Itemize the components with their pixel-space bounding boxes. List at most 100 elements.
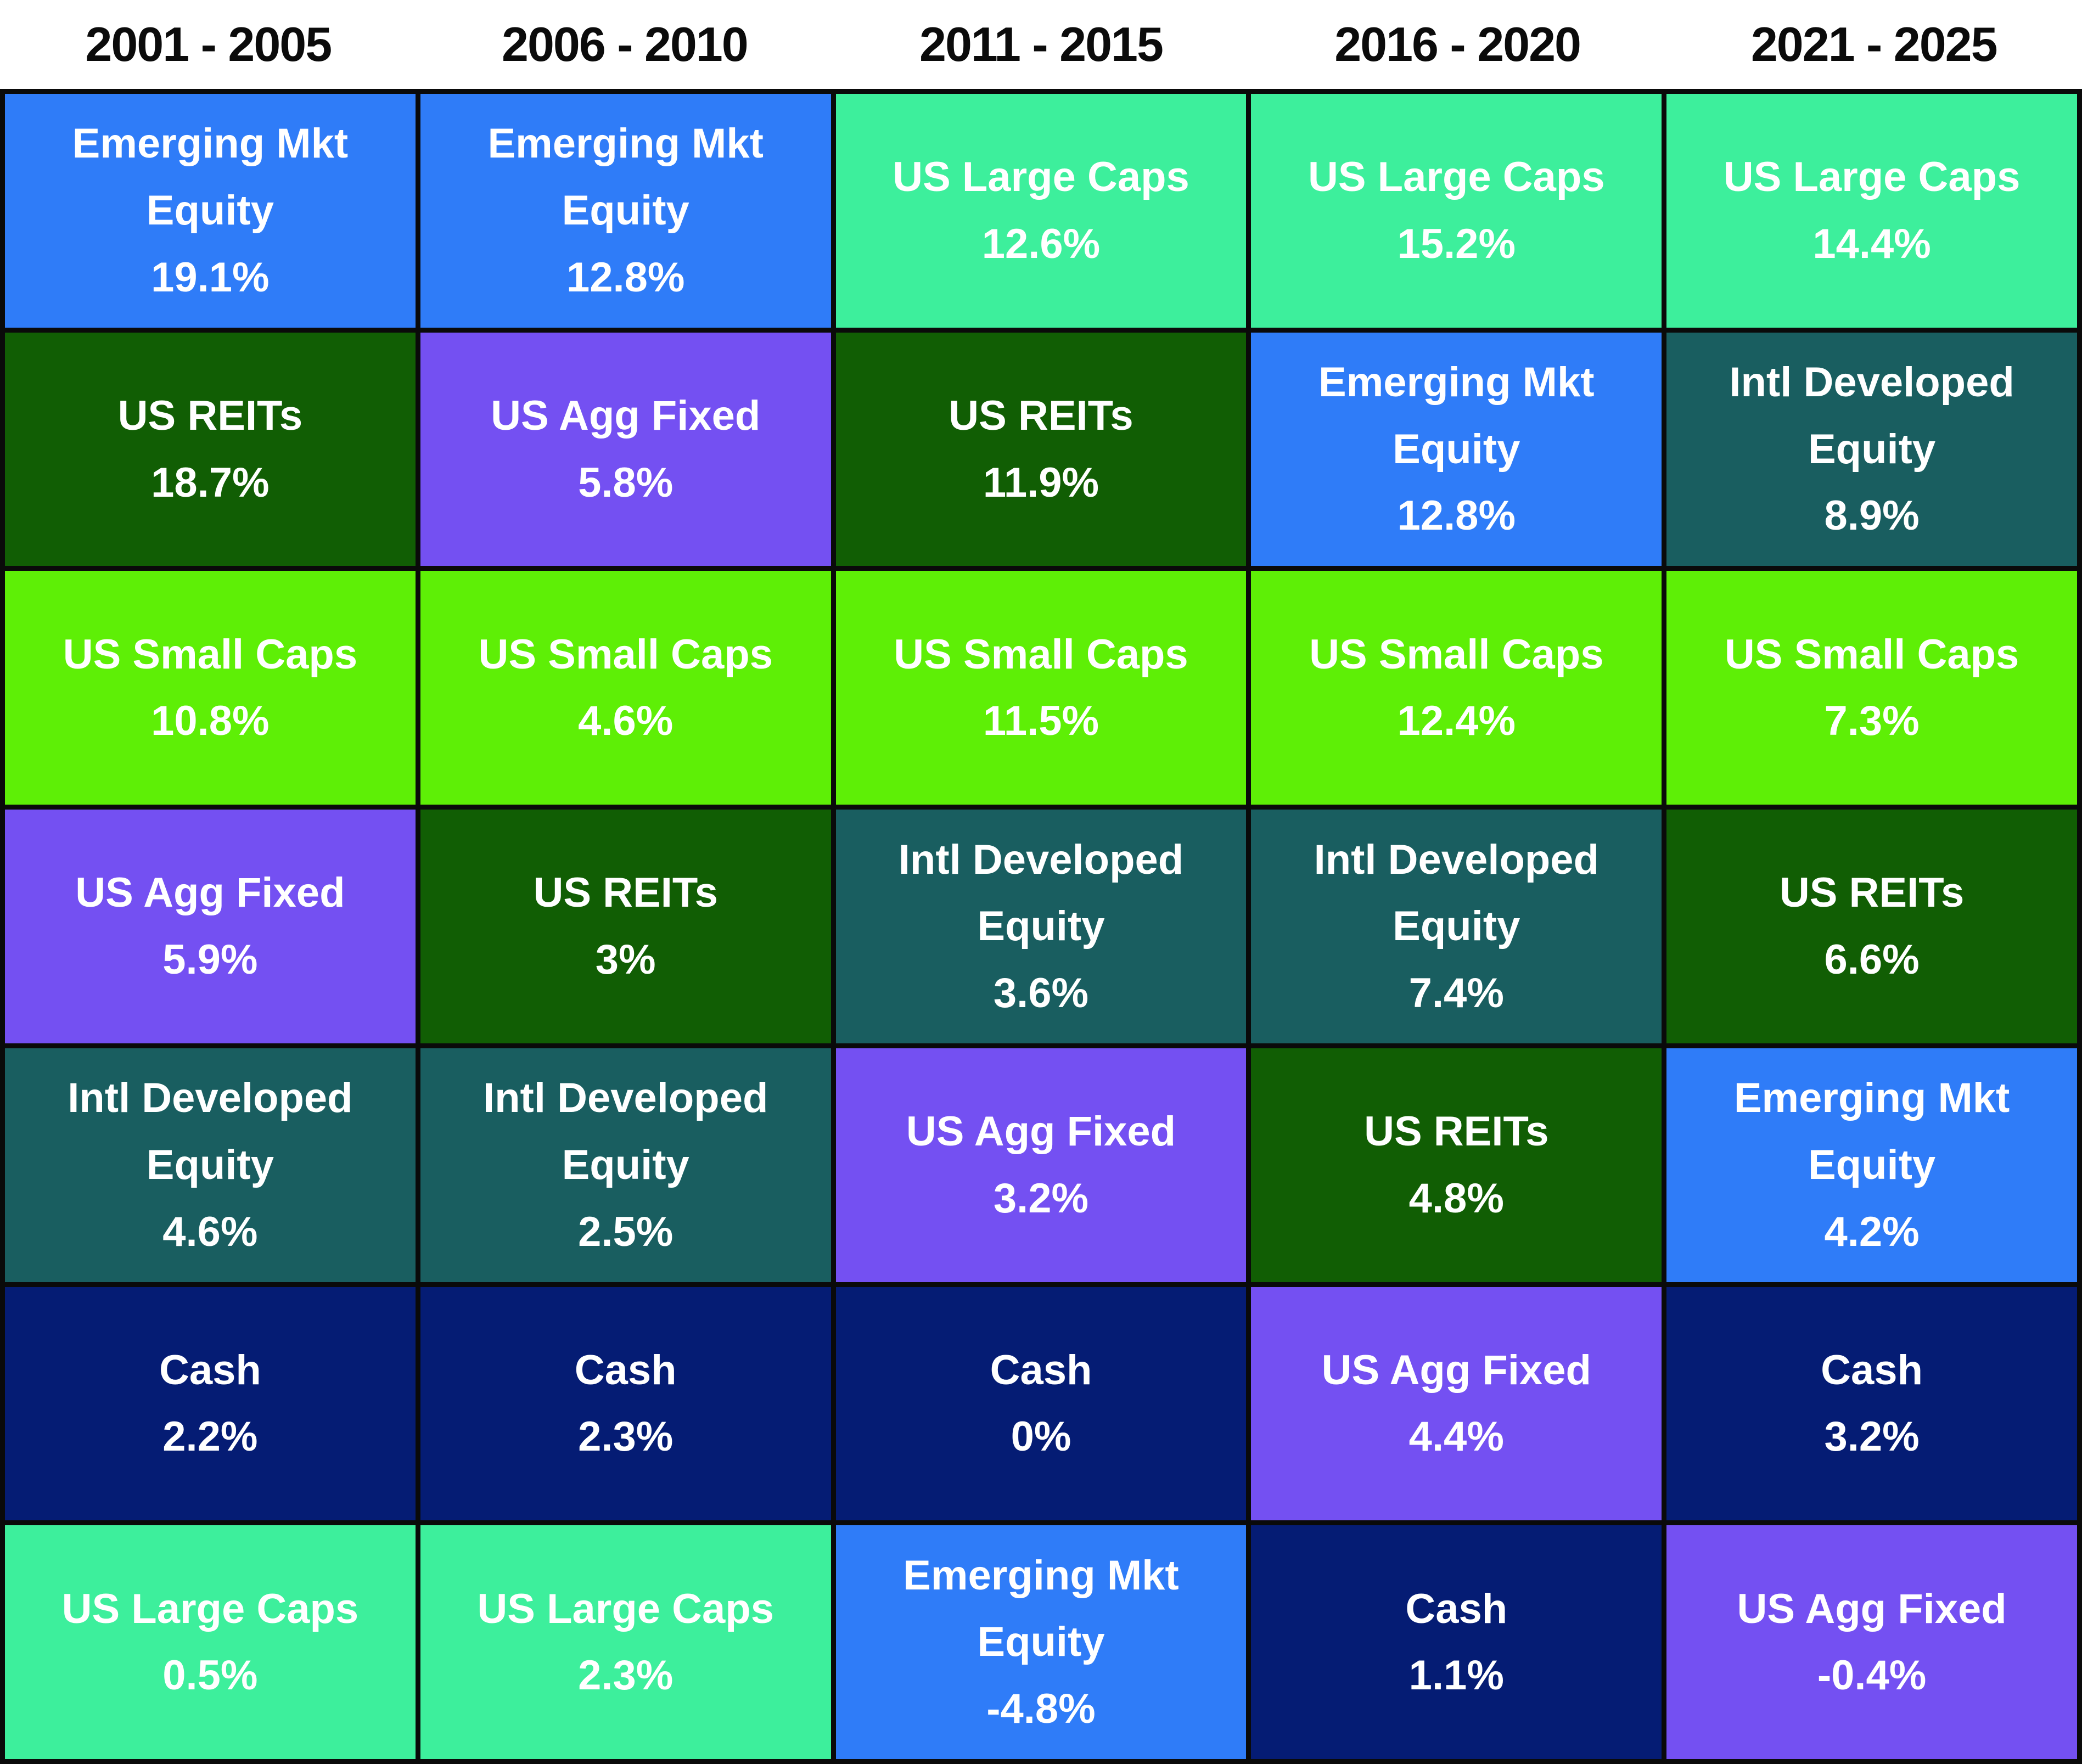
asset-cell: US Agg Fixed 3.2% (835, 1048, 1247, 1282)
asset-label-line1: Cash (159, 1346, 261, 1394)
asset-label-line1: US Agg Fixed (906, 1108, 1176, 1155)
asset-return-value: 12.8% (566, 254, 685, 301)
asset-cell: Emerging Mkt Equity 12.8% (420, 94, 831, 328)
asset-label-line1: US Large Caps (477, 1585, 774, 1632)
asset-label-line1: US Large Caps (893, 154, 1189, 201)
asset-return-value: 19.1% (151, 254, 270, 301)
asset-cell: Emerging Mkt Equity -4.8% (835, 1525, 1247, 1759)
asset-cell: Cash 2.3% (420, 1287, 831, 1521)
asset-label-line1: Emerging Mkt (72, 120, 349, 167)
asset-return-value: 4.8% (1408, 1175, 1504, 1222)
asset-return-value: 5.9% (162, 936, 258, 983)
asset-label-line1: Emerging Mkt (487, 120, 764, 167)
asset-return-value: 15.2% (1397, 220, 1516, 267)
asset-return-value: 2.3% (578, 1413, 674, 1460)
asset-cell: US REITs 11.9% (835, 332, 1247, 566)
asset-cell: Cash 1.1% (1251, 1525, 1662, 1759)
asset-label-line1: US Agg Fixed (1737, 1585, 2007, 1632)
asset-label-line2: Equity (977, 903, 1105, 950)
asset-label-line1: Intl Developed (1729, 359, 2014, 406)
asset-label-line2: Equity (1393, 425, 1520, 473)
asset-return-value: 11.9% (983, 459, 1099, 506)
asset-return-value: 10.8% (151, 698, 270, 745)
period-header: 2021 - 2025 (1750, 17, 1998, 71)
asset-cell: Intl Developed Equity 3.6% (835, 810, 1247, 1043)
asset-label-line1: Intl Developed (898, 836, 1184, 883)
asset-cell: US Large Caps 15.2% (1251, 94, 1662, 328)
asset-return-value: 18.7% (151, 459, 270, 506)
asset-cell: US Small Caps 12.4% (1251, 571, 1662, 805)
asset-label-line1: US Small Caps (1309, 631, 1604, 678)
asset-cell: US REITs 18.7% (5, 332, 416, 566)
asset-return-value: 7.3% (1824, 698, 1920, 745)
asset-label-line1: Intl Developed (68, 1075, 353, 1122)
asset-return-value: 2.5% (578, 1208, 674, 1255)
asset-label-line1: US Small Caps (63, 631, 358, 678)
asset-label-line1: Cash (1821, 1346, 1923, 1394)
asset-label-line1: US REITs (533, 869, 718, 917)
asset-return-value: 3.2% (993, 1175, 1089, 1222)
asset-label-line2: Equity (1393, 903, 1520, 950)
asset-return-value: 4.6% (162, 1208, 258, 1255)
asset-cell: US Small Caps 4.6% (420, 571, 831, 805)
asset-label-line1: US Large Caps (1307, 154, 1605, 201)
asset-return-value: 0% (1011, 1413, 1071, 1460)
period-header-row: 2001 - 2005 2006 - 2010 2011 - 2015 2016… (0, 0, 2082, 89)
period-header: 2016 - 2020 (1334, 17, 1581, 71)
asset-cell: US Large Caps 2.3% (420, 1525, 831, 1759)
asset-cell: US Agg Fixed 5.8% (420, 332, 831, 566)
asset-label-line2: Equity (146, 187, 274, 234)
asset-cell: US REITs 3% (420, 810, 831, 1043)
asset-return-value: 1.1% (1408, 1652, 1504, 1699)
asset-label-line1: US REITs (949, 392, 1133, 439)
period-header: 2006 - 2010 (502, 17, 749, 71)
asset-return-value: 4.2% (1824, 1208, 1920, 1255)
asset-cell: Intl Developed Equity 2.5% (420, 1048, 831, 1282)
asset-return-value: 0.5% (162, 1652, 258, 1699)
asset-cell: US REITs 6.6% (1666, 810, 2077, 1043)
asset-label-line1: Intl Developed (1314, 836, 1599, 883)
asset-label-line1: US Small Caps (478, 631, 773, 678)
asset-label-line1: US Large Caps (61, 1585, 359, 1632)
asset-label-line1: Intl Developed (482, 1075, 768, 1122)
asset-return-value: 5.8% (578, 459, 674, 506)
asset-return-value: 3% (595, 936, 656, 983)
asset-cell: Cash 2.2% (5, 1287, 416, 1521)
asset-label-line2: Equity (562, 187, 689, 234)
period-header: 2011 - 2015 (919, 17, 1164, 71)
asset-label-line1: US Small Caps (894, 631, 1188, 678)
asset-return-value: 4.4% (1408, 1413, 1504, 1460)
asset-cell: Intl Developed Equity 7.4% (1251, 810, 1662, 1043)
asset-label-line2: Equity (977, 1619, 1105, 1666)
asset-label-line2: Equity (1808, 425, 1936, 473)
asset-label-line1: US Large Caps (1723, 154, 2021, 201)
asset-return-value: 6.6% (1824, 936, 1920, 983)
period-header: 2001 - 2005 (85, 17, 332, 71)
asset-cell: US REITs 4.8% (1251, 1048, 1662, 1282)
asset-cell: Emerging Mkt Equity 19.1% (5, 94, 416, 328)
asset-cell: US Agg Fixed -0.4% (1666, 1525, 2077, 1759)
asset-cell: Intl Developed Equity 4.6% (5, 1048, 416, 1282)
asset-return-value: 2.3% (578, 1652, 674, 1699)
asset-label-line1: US Agg Fixed (491, 392, 761, 439)
asset-label-line1: Emerging Mkt (903, 1552, 1179, 1599)
asset-cell: US Small Caps 11.5% (835, 571, 1247, 805)
asset-return-value: 7.4% (1408, 969, 1504, 1016)
asset-label-line1: US Agg Fixed (75, 869, 345, 917)
asset-cell: Emerging Mkt Equity 12.8% (1251, 332, 1662, 566)
asset-return-value: 4.6% (578, 698, 674, 745)
asset-label-line2: Equity (146, 1141, 274, 1188)
asset-cell: Emerging Mkt Equity 4.2% (1666, 1048, 2077, 1282)
asset-label-line1: US REITs (1364, 1108, 1549, 1155)
asset-label-line2: Equity (562, 1141, 689, 1188)
returns-grid: Emerging Mkt Equity 19.1% US REITs 18.7%… (0, 89, 2082, 1764)
asset-cell: US Small Caps 7.3% (1666, 571, 2077, 805)
asset-label-line1: US REITs (1779, 869, 1965, 917)
asset-cell: Intl Developed Equity 8.9% (1666, 332, 2077, 566)
asset-return-value: 11.5% (983, 698, 1099, 745)
asset-return-value: 14.4% (1812, 220, 1931, 267)
asset-cell: US Large Caps 14.4% (1666, 94, 2077, 328)
asset-return-value: 12.4% (1397, 698, 1516, 745)
asset-return-value: 2.2% (162, 1413, 258, 1460)
asset-label-line1: Cash (574, 1346, 677, 1394)
